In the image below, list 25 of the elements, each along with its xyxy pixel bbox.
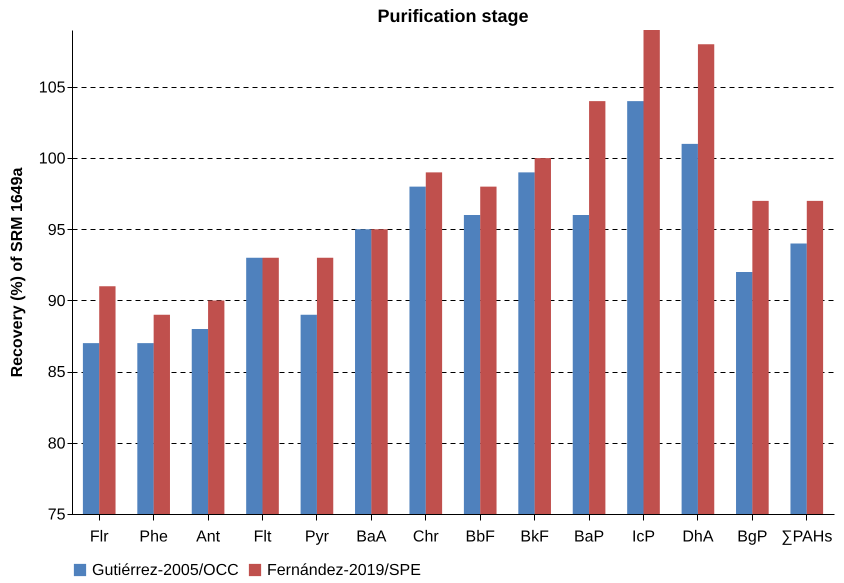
x-tick-label: IcP <box>632 528 656 546</box>
x-tick-label: Flt <box>254 528 272 546</box>
legend-label: Fernández-2019/SPE <box>267 562 421 579</box>
y-tick-label: 90 <box>48 292 66 310</box>
y-tick-label: 75 <box>48 506 66 524</box>
y-axis-title: Recovery (%) of SRM 1649a <box>8 167 26 378</box>
y-tick-label: 105 <box>38 79 66 96</box>
x-tick-label: BaA <box>356 528 387 546</box>
y-tick-label: 95 <box>48 222 66 239</box>
x-tick-label: Flr <box>90 528 110 546</box>
y-tick-label: 80 <box>48 435 66 452</box>
chart-title: Purification stage <box>377 6 529 26</box>
x-tick-label: Chr <box>412 528 440 546</box>
legend-label: Gutiérrez-2005/OCC <box>92 562 239 579</box>
y-tick-label: 100 <box>38 150 66 168</box>
x-tick-label: Pyr <box>304 528 330 546</box>
x-tick-label: DhA <box>682 528 714 546</box>
x-tick-label: BbF <box>466 528 496 546</box>
x-tick-label: ∑PAHs <box>781 528 832 546</box>
x-tick-label: BaP <box>574 528 604 546</box>
x-tick-label: BkF <box>520 528 550 546</box>
y-tick-label: 85 <box>48 364 66 382</box>
x-tick-label: Ant <box>196 528 221 546</box>
x-tick-label: Phe <box>139 528 168 546</box>
x-tick-label: BgP <box>737 528 768 546</box>
